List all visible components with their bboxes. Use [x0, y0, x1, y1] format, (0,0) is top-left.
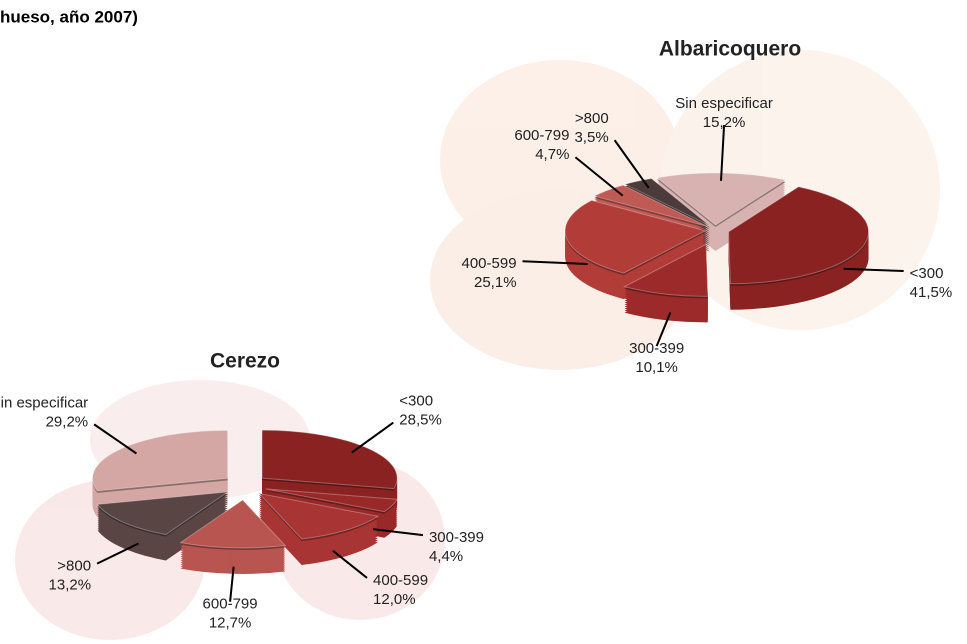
data-label-category: 400-599 [373, 572, 428, 589]
page: hueso, año 2007) Albaricoquero <300 41,5% 3… [0, 0, 967, 644]
data-label-value: 4,4% [429, 548, 463, 565]
data-label-category: 400-599 [461, 255, 516, 272]
chart-title: Cerezo [210, 350, 280, 373]
data-label-value: 12,0% [373, 591, 416, 608]
data-label-category: >800 [575, 110, 609, 127]
data-label-category: 600-799 [203, 596, 258, 613]
data-label-category: >800 [57, 558, 91, 575]
data-label-category: <300 [399, 393, 433, 410]
data-label-value: 13,2% [49, 577, 92, 594]
data-label-category: Sin especificar [0, 394, 88, 411]
chart-title: Albaricoquero [659, 38, 801, 61]
page-heading: hueso, año 2007) [0, 7, 138, 26]
data-label-value: 4,7% [535, 146, 569, 163]
data-label-category: 300-399 [629, 340, 684, 357]
data-label-category: Sin especificar [675, 95, 773, 112]
data-label-category: 600-799 [514, 127, 569, 144]
data-label-value: 25,1% [474, 274, 517, 291]
data-label-value: 29,2% [46, 413, 89, 430]
data-label-value: 41,5% [910, 284, 953, 301]
data-label-category: <300 [910, 265, 944, 282]
pie-slice [262, 430, 397, 488]
data-label-value: 3,5% [574, 129, 608, 146]
data-label-category: 300-399 [429, 529, 484, 546]
data-label-value: 10,1% [635, 359, 678, 376]
leader-line [352, 423, 394, 453]
data-label-value: 28,5% [399, 412, 442, 429]
data-label-value: 15,2% [703, 114, 746, 131]
data-label-value: 12,7% [209, 615, 252, 632]
